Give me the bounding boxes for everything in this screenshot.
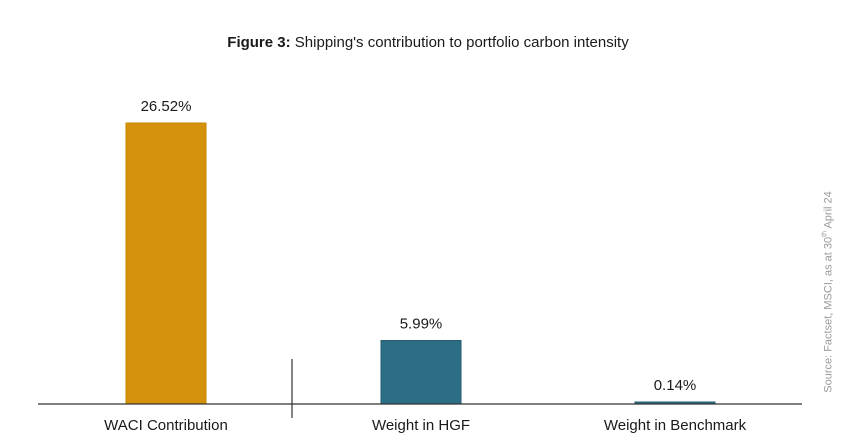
- chart-title: Figure 3: Shipping's contribution to por…: [0, 34, 856, 51]
- data-label-waci: 26.52%: [141, 98, 192, 115]
- source-text: Source: Factset, MSCI, as at 30: [822, 236, 835, 393]
- bar-waci: [125, 122, 207, 405]
- source-note: Source: Factset, MSCI, as at 30th April …: [822, 191, 835, 393]
- source-superscript: th: [821, 231, 829, 237]
- figure-caption: Shipping's contribution to portfolio car…: [294, 34, 629, 51]
- category-label-benchmark: Weight in Benchmark: [604, 417, 747, 434]
- data-label-benchmark: 0.14%: [654, 377, 697, 394]
- bar-hgf: [380, 340, 462, 405]
- category-label-waci: WACI Contribution: [104, 417, 228, 434]
- source-date: April 24: [822, 191, 835, 231]
- data-label-hgf: 5.99%: [400, 316, 443, 333]
- category-label-hgf: Weight in HGF: [372, 417, 470, 434]
- figure-label: Figure 3:: [227, 34, 291, 51]
